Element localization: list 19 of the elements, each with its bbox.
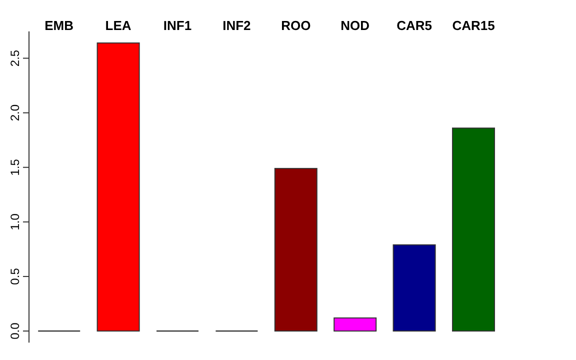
bar (96, 42, 140, 332)
y-tick-label: 0.5 (8, 268, 22, 285)
x-tick-label: CAR5 (396, 18, 432, 33)
bar (452, 128, 495, 332)
y-tick-label: 0.0 (8, 322, 22, 340)
y-tick-label: 1.5 (8, 158, 22, 176)
x-tick-label: CAR15 (452, 18, 495, 33)
y-tick-label: 2.0 (8, 104, 22, 122)
y-tick-label: 1.0 (8, 213, 22, 230)
x-tick-label: EMB (44, 18, 74, 33)
x-tick-label: INF1 (163, 18, 192, 33)
x-tick-label: LEA (105, 18, 132, 33)
bar (274, 168, 318, 332)
bar (392, 244, 436, 332)
bar (334, 317, 377, 332)
x-tick-label: INF2 (222, 18, 251, 33)
x-tick-label: NOD (340, 18, 370, 33)
x-tick-label: ROO (281, 18, 311, 33)
y-tick-label: 2.5 (8, 50, 22, 67)
